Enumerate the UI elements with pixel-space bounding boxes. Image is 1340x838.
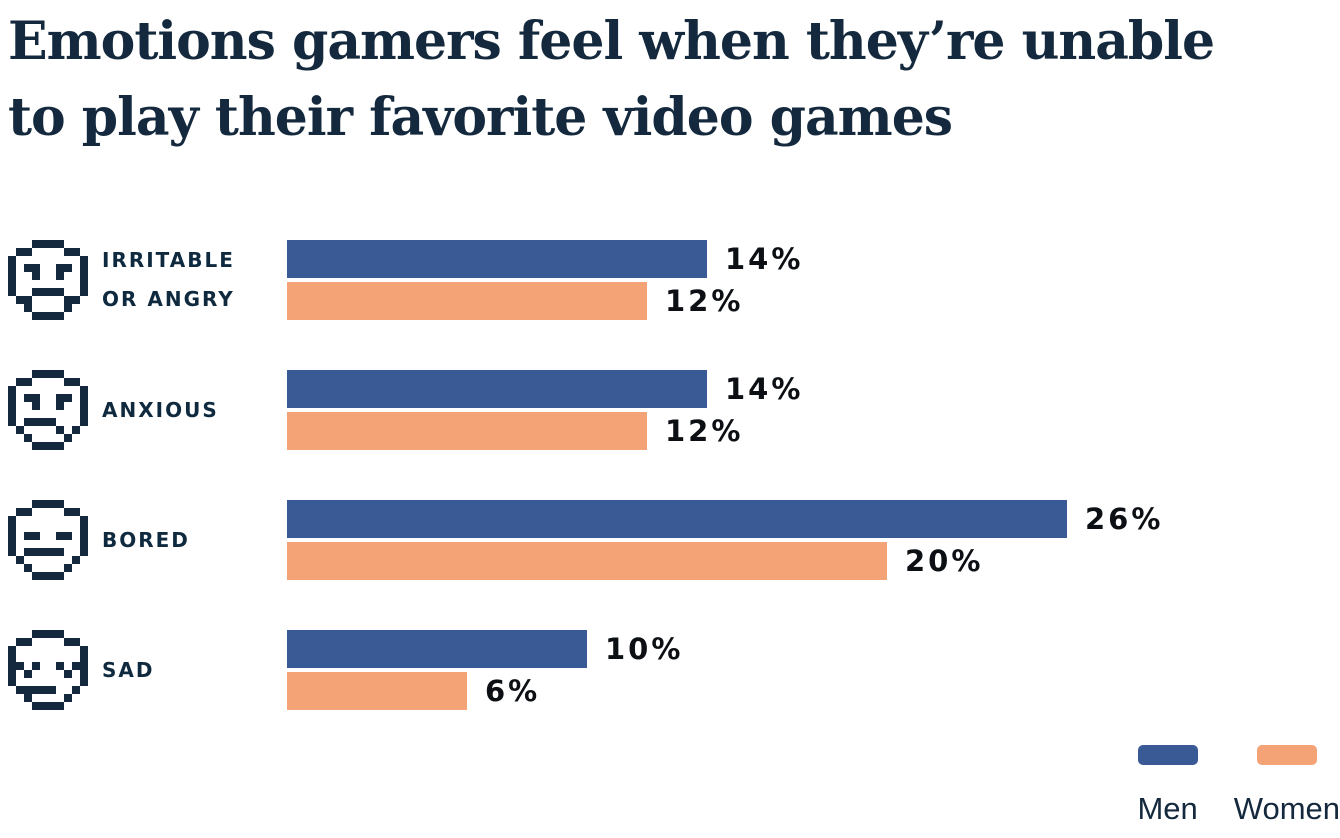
men-bar (287, 240, 707, 278)
chart-title: Emotions gamers feel when they’re unable… (8, 11, 1215, 148)
legend-item-men: Men (1137, 745, 1198, 826)
bar-group: 26% 20% (287, 500, 1163, 584)
women-bar (287, 282, 647, 320)
chart-row-bored: BORED 26% 20% (0, 500, 1340, 582)
bar-group: 14% 12% (287, 240, 803, 324)
men-bar (287, 500, 1067, 538)
women-value-label: 12% (665, 284, 744, 318)
category-label: IRRITABLE OR ANGRY (102, 248, 235, 311)
sad-face-icon (8, 630, 88, 710)
chart-row-anxious: ANXIOUS 14% 12% (0, 370, 1340, 452)
women-bar (287, 412, 647, 450)
men-value-label: 14% (725, 372, 804, 406)
men-bar (287, 630, 587, 668)
men-bar (287, 370, 707, 408)
women-bar (287, 542, 887, 580)
category-label: SAD (102, 657, 155, 682)
anxious-face-icon (8, 370, 88, 450)
men-value-label: 26% (1085, 502, 1164, 536)
category-label: BORED (102, 527, 190, 552)
bored-face-icon (8, 500, 88, 580)
women-value-label: 6% (485, 674, 541, 708)
men-value-label: 10% (605, 632, 684, 666)
women-bar (287, 672, 467, 710)
women-value-label: 12% (665, 414, 744, 448)
men-value-label: 14% (725, 242, 804, 276)
legend: Men Women (1137, 745, 1340, 826)
bar-group: 14% 12% (287, 370, 803, 454)
bar-group: 10% 6% (287, 630, 683, 714)
category-label: ANXIOUS (102, 397, 219, 422)
chart-row-sad: SAD 10% 6% (0, 630, 1340, 712)
angry-face-icon (8, 240, 88, 320)
women-swatch (1256, 745, 1317, 765)
women-value-label: 20% (905, 544, 984, 578)
legend-label-men: Men (1137, 791, 1198, 826)
men-swatch (1137, 745, 1198, 765)
chart-row-irritable-or-angry: IRRITABLE OR ANGRY 14% 12% (0, 240, 1340, 322)
legend-label-women: Women (1233, 791, 1340, 826)
legend-item-women: Women (1234, 745, 1340, 826)
